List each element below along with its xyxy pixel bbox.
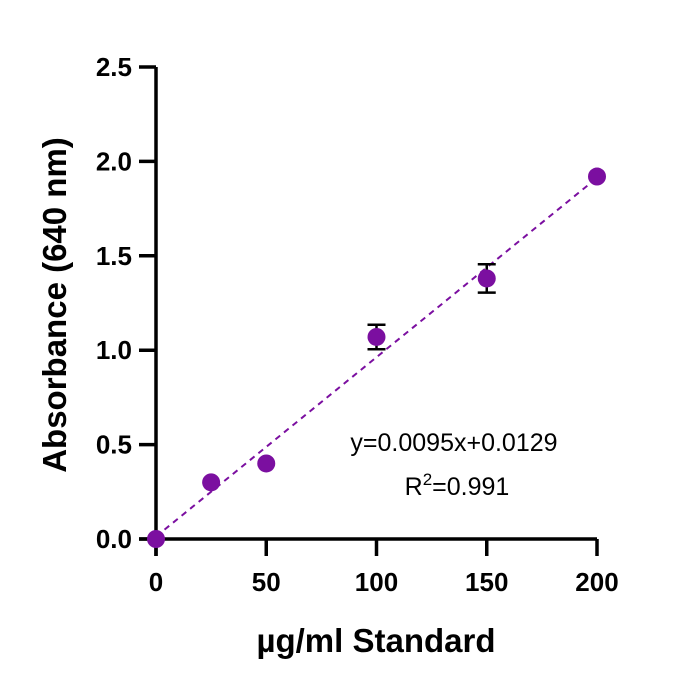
y-tick-label: 2.0 (96, 146, 132, 176)
y-tick-label: 0.5 (96, 430, 132, 460)
data-point (147, 530, 165, 548)
data-point (257, 454, 276, 473)
y-tick-label: 2.5 (96, 52, 132, 82)
r-squared-prefix: R (405, 473, 423, 501)
data-point (367, 327, 386, 346)
x-ticks: 0 50 100 150 200 (149, 539, 619, 597)
y-tick-label: 0.0 (96, 524, 132, 554)
x-axis-title: µg/ml Standard (256, 622, 495, 659)
x-tick-label: 150 (465, 567, 508, 597)
fit-equation: y=0.0095x+0.0129 (350, 429, 557, 457)
y-tick-label: 1.5 (96, 241, 132, 271)
x-tick-label: 200 (575, 567, 618, 597)
y-axis-title: Absorbance (640 nm) (36, 137, 73, 473)
x-tick-label: 50 (252, 567, 281, 597)
r-squared-sup: 2 (423, 470, 432, 489)
axes (139, 67, 597, 556)
fit-line (155, 177, 598, 538)
r-squared: R2=0.991 (405, 470, 510, 501)
x-tick-label: 100 (355, 567, 398, 597)
data-point (477, 269, 496, 288)
r-squared-value: =0.991 (432, 473, 509, 501)
x-tick-label: 0 (149, 567, 163, 597)
data-point (202, 473, 221, 492)
data-point (588, 167, 606, 186)
y-tick-label: 1.0 (96, 335, 132, 365)
data-points (147, 167, 606, 548)
y-ticks: 0.0 0.5 1.0 1.5 2.0 2.5 (96, 52, 156, 554)
